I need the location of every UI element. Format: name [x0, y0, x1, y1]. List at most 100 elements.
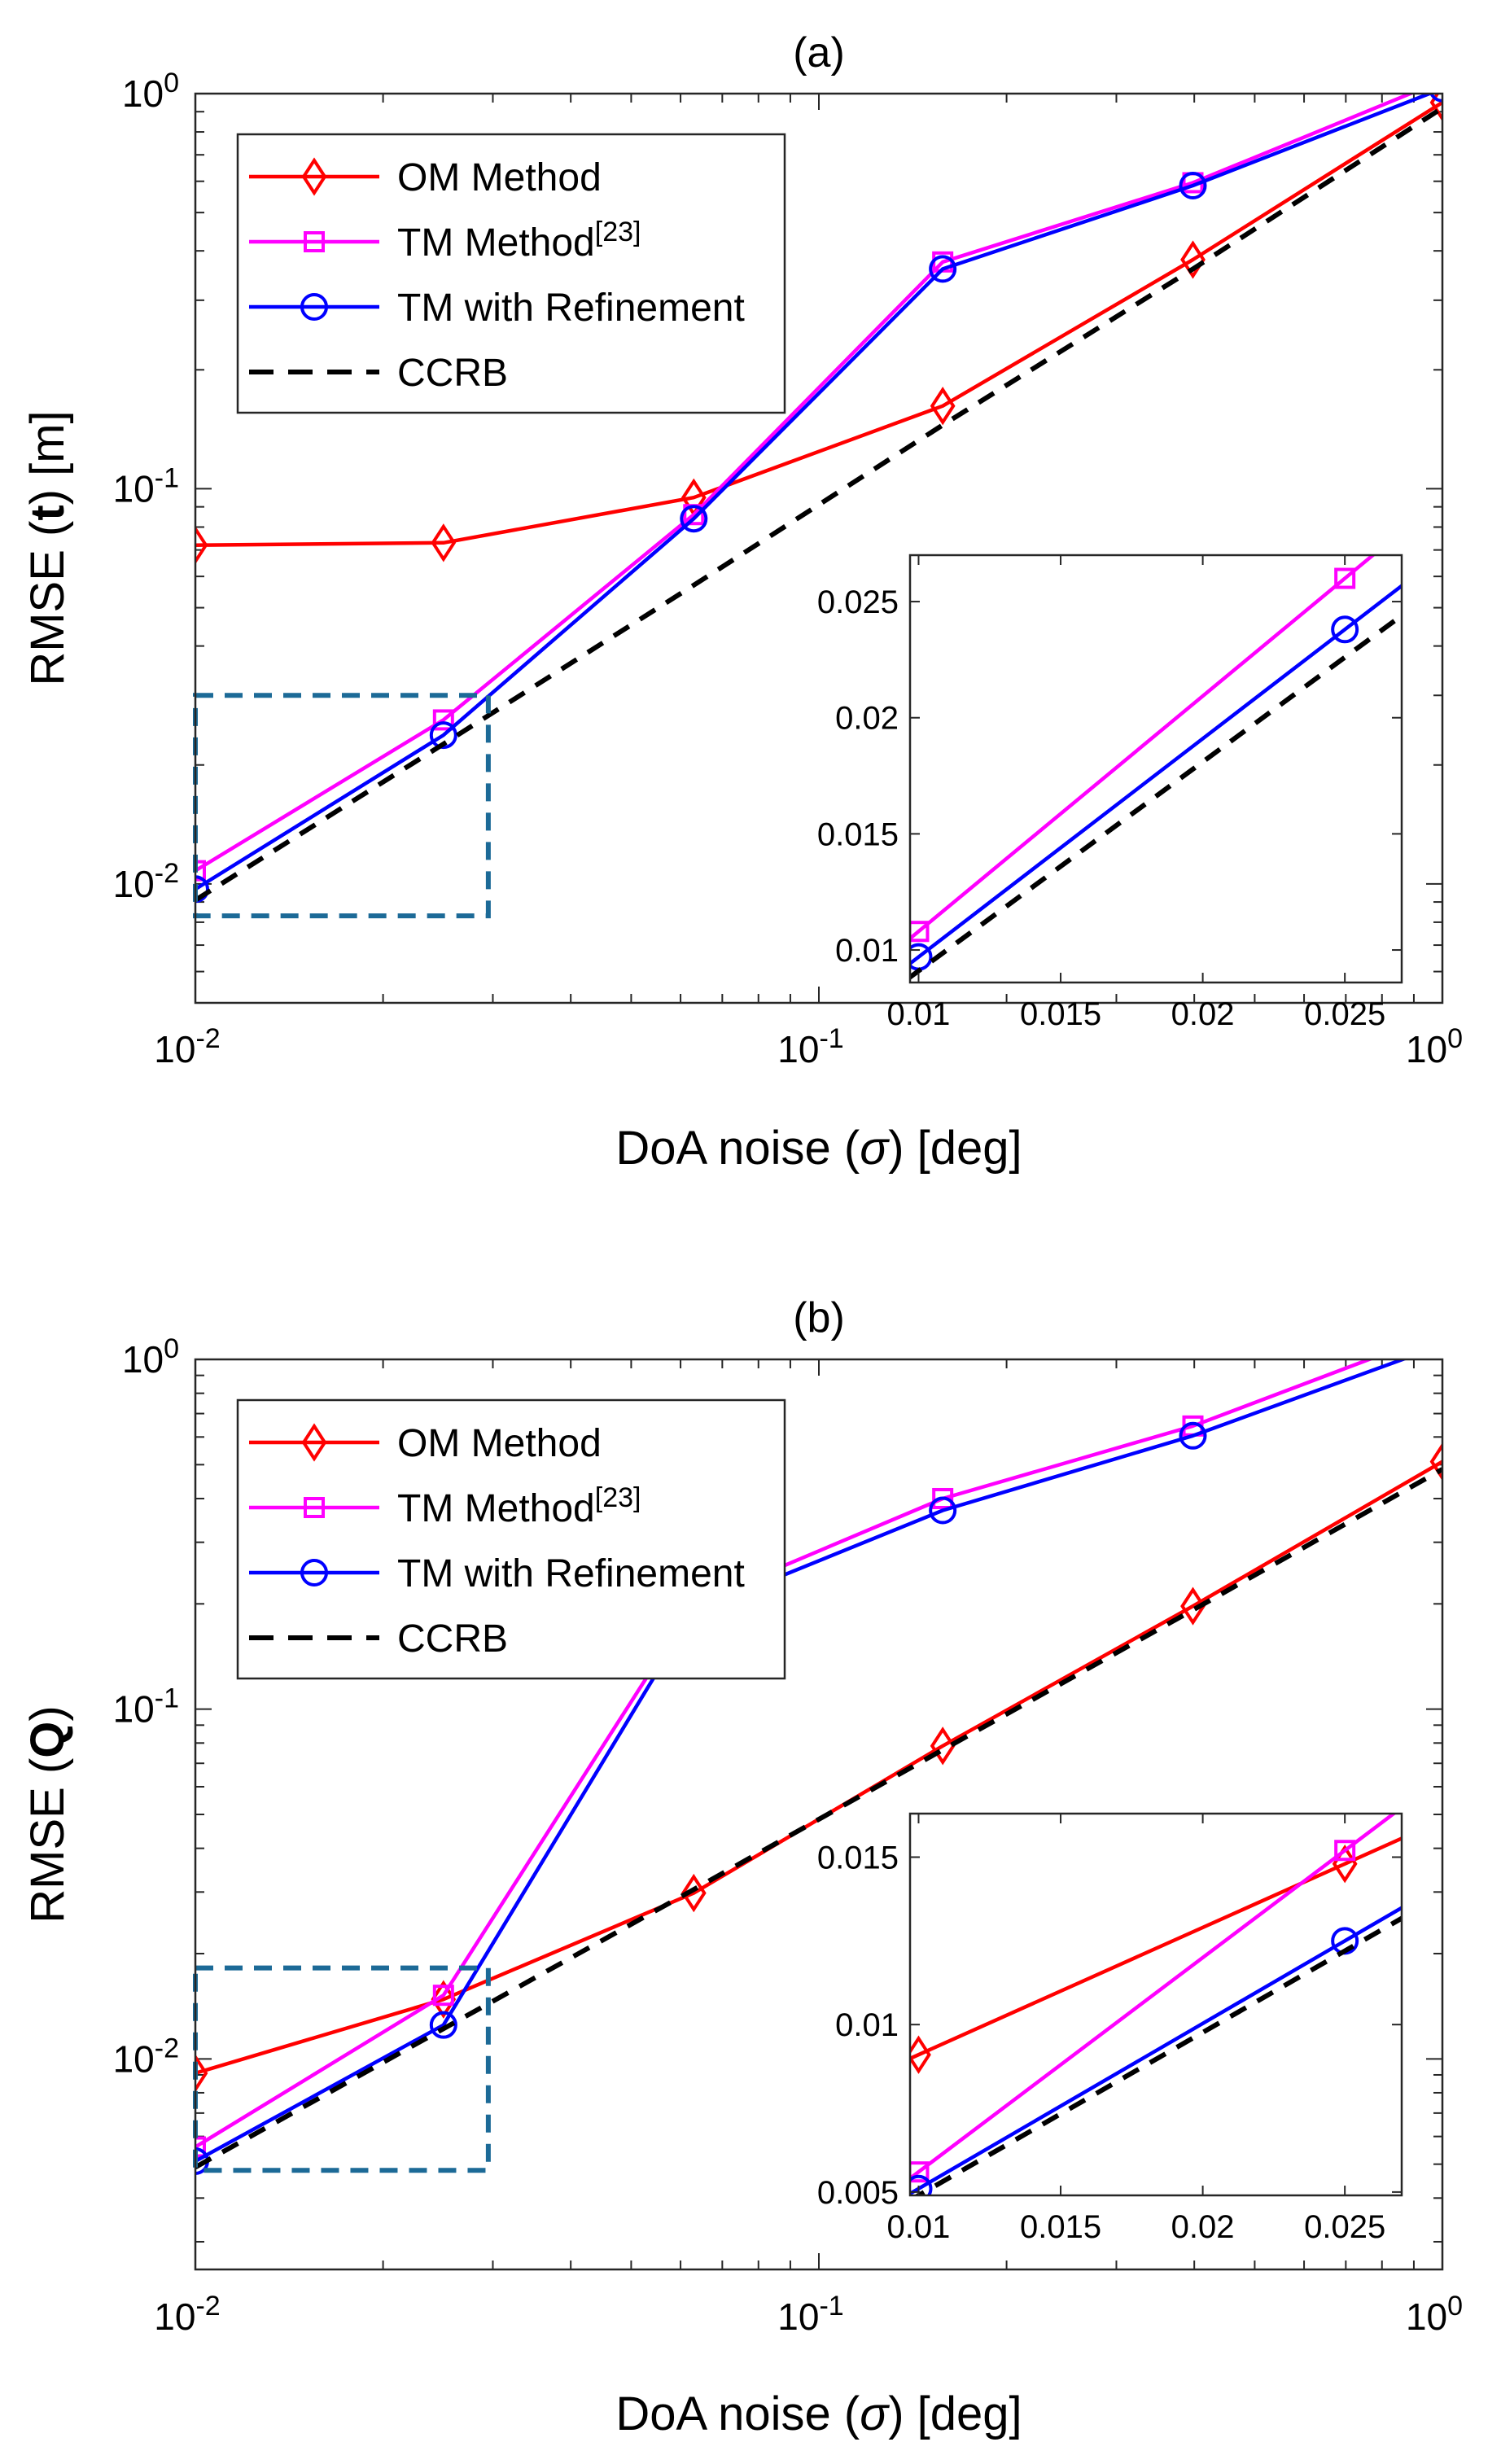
legend-marker: [300, 1559, 328, 1587]
y-tick-label: 10-2: [113, 2033, 179, 2080]
y-tick-label: 10-2: [113, 858, 179, 905]
inset-background: [910, 1814, 1402, 2195]
chart-title: (b): [793, 1294, 845, 1341]
inset-data-point: [1334, 567, 1356, 589]
inset-y-tick-label: 0.01: [835, 2007, 899, 2043]
data-point: [431, 523, 457, 562]
chart-title: (a): [793, 29, 845, 77]
data-point: [429, 721, 457, 750]
inset-series: [910, 555, 1402, 981]
data-point: [930, 1727, 956, 1766]
inset-frame: [908, 554, 1403, 984]
data-point: [1180, 240, 1206, 279]
inset-x-tick-label: 0.025: [1304, 2209, 1385, 2245]
legend-marker: [301, 1423, 327, 1462]
inset-plot: 0.01 0.015 0.02 0.025 0.01 0.015 0.02 0.025: [817, 554, 1403, 1032]
inset-background: [910, 555, 1402, 983]
series-line: [195, 94, 1435, 891]
data-point: [195, 526, 208, 565]
y-tick-label: 10-1: [113, 1683, 179, 1731]
inset-y-tick-label: 0.015: [817, 1840, 899, 1875]
inset-data-point: [910, 2161, 930, 2183]
data-point: [930, 387, 956, 426]
inset-data-point: [910, 2174, 933, 2195]
inset-series-line: [910, 583, 1402, 966]
x-tick-label: 100: [1406, 1023, 1463, 1070]
panel-a: (a) 10-2 10-1 100 10-2 10-1 100 DoA noise (σ) […: [21, 29, 1463, 1175]
data-point: [429, 2011, 457, 2039]
inset-x-tick-label: 0.02: [1171, 2209, 1235, 2245]
axis-ticks: [195, 94, 1442, 1004]
legend-label: TM with Refinement: [397, 287, 745, 330]
x-tick-label: 100: [1406, 2291, 1463, 2338]
inset-y-tick-label: 0.02: [835, 701, 899, 737]
y-axis-label: RMSE (Q): [21, 1705, 74, 1923]
data-point: [432, 709, 454, 731]
data-point: [1179, 172, 1207, 200]
data-point: [1429, 1442, 1442, 1481]
data-point: [680, 1873, 707, 1913]
data-point: [195, 2054, 208, 2093]
legend-label: TM Method[23]: [397, 1482, 641, 1530]
data-point: [680, 505, 708, 533]
data-point: [195, 2136, 206, 2158]
plot-series: [195, 1359, 1442, 2175]
x-tick-label: 10-1: [777, 2291, 843, 2338]
plot-series: [195, 94, 1442, 904]
legend-marker: [304, 231, 325, 252]
data-point: [1180, 1587, 1206, 1626]
inset-data-point: [910, 921, 930, 943]
x-axis-label: DoA noise (σ) [deg]: [615, 2387, 1022, 2440]
plot-frame: [194, 1358, 1444, 2271]
legend-marker: [304, 1497, 325, 1518]
data-point: [929, 1496, 957, 1525]
inset-x-tick-label: 0.025: [1304, 996, 1385, 1032]
data-point: [431, 1980, 457, 2019]
legend-box: [236, 1398, 786, 1680]
inset-x-tick-label: 0.015: [1020, 996, 1101, 1032]
legend-box: [236, 133, 786, 414]
inset-data-point: [1331, 615, 1359, 644]
legend-label: CCRB: [397, 1617, 508, 1661]
legend-label: OM Method: [397, 156, 602, 199]
data-point: [932, 1487, 954, 1509]
legend-marker: [300, 293, 328, 321]
inset-y-tick-label: 0.025: [817, 584, 899, 620]
inset-series-line: [910, 612, 1402, 981]
y-axis-label: RMSE (t) [m]: [21, 410, 74, 685]
inset-data-point: [910, 2035, 931, 2074]
legend-label: TM Method[23]: [397, 217, 641, 265]
x-tick-label: 10-1: [777, 1023, 843, 1070]
legend: OM Method TM Method[23] TM with Refinement…: [236, 1398, 786, 1680]
panel-b: (b) 10-2 10-1 100 10-2 10-1 100 DoA noise (σ) […: [21, 1294, 1463, 2440]
x-tick-label: 10-2: [154, 1023, 220, 1070]
y-tick-label: 100: [122, 68, 179, 115]
plot-frame: [194, 92, 1444, 1004]
inset-x-tick-label: 0.015: [1020, 2209, 1101, 2245]
x-axis-label: DoA noise (σ) [deg]: [615, 1122, 1022, 1175]
inset-series: [910, 1814, 1402, 2195]
legend: OM Method TM Method[23] TM with Refinement…: [236, 133, 786, 414]
legend-label: CCRB: [397, 352, 508, 395]
data-point: [195, 875, 209, 904]
inset-y-tick-label: 0.005: [817, 2175, 899, 2211]
inset-series-line: [913, 1915, 1402, 2195]
data-point: [929, 255, 957, 283]
series-line: [195, 1359, 1408, 2163]
series-line: [195, 100, 1442, 547]
inset-frame: [908, 1812, 1403, 2197]
series-line: [195, 1359, 1375, 2149]
inset-series-line: [910, 1836, 1402, 2061]
data-point: [1179, 1421, 1207, 1450]
x-tick-label: 10-2: [154, 2291, 220, 2338]
inset-series-line: [910, 1906, 1402, 2195]
inset-data-point: [1334, 1840, 1356, 1862]
inset-y-tick-label: 0.015: [817, 816, 899, 852]
inset-x-tick-label: 0.02: [1171, 996, 1235, 1032]
series-line: [195, 1467, 1442, 2170]
data-point: [195, 860, 206, 882]
legend-marker: [301, 157, 327, 196]
legend-label: TM with Refinement: [397, 1552, 745, 1595]
